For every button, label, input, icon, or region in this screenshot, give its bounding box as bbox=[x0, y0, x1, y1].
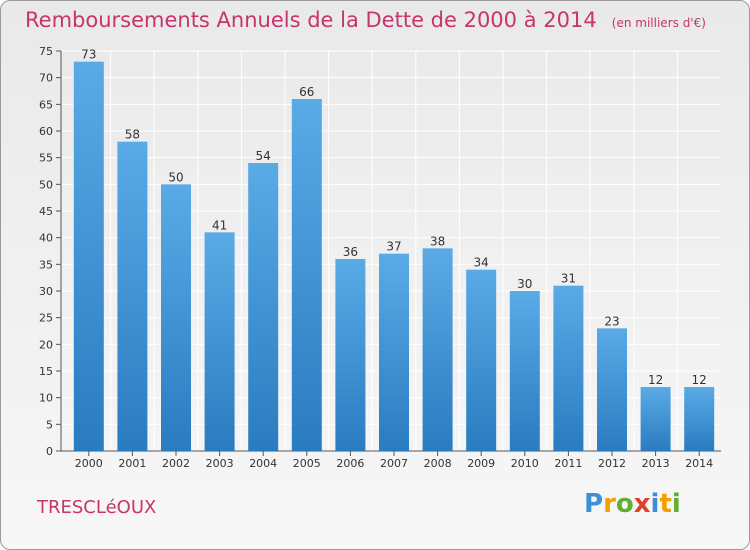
x-tick-label: 2002 bbox=[162, 457, 190, 470]
x-tick-label: 2006 bbox=[336, 457, 364, 470]
value-label: 36 bbox=[343, 245, 358, 259]
y-tick-label: 35 bbox=[39, 258, 53, 271]
value-label: 31 bbox=[561, 272, 576, 286]
y-tick-label: 60 bbox=[39, 125, 53, 138]
value-label: 38 bbox=[430, 234, 445, 248]
bar bbox=[684, 387, 715, 451]
bar bbox=[335, 259, 366, 451]
chart-title: Remboursements Annuels de la Dette de 20… bbox=[25, 8, 706, 32]
y-tick-label: 45 bbox=[39, 205, 53, 218]
value-label: 30 bbox=[517, 277, 532, 291]
chart-title-unit: (en milliers d'€) bbox=[611, 16, 706, 30]
bar bbox=[509, 291, 540, 451]
value-label: 66 bbox=[299, 85, 314, 99]
value-label: 12 bbox=[692, 373, 707, 387]
bar bbox=[291, 99, 322, 451]
logo-letter: P bbox=[584, 489, 604, 519]
x-tick-label: 2011 bbox=[554, 457, 582, 470]
chart-title-main: Remboursements Annuels de la Dette de 20… bbox=[25, 8, 597, 32]
bar bbox=[73, 61, 104, 452]
bars bbox=[73, 61, 715, 452]
value-label: 34 bbox=[474, 256, 489, 270]
bar bbox=[204, 232, 235, 451]
x-tick-label: 2009 bbox=[467, 457, 495, 470]
value-label: 54 bbox=[256, 149, 271, 163]
y-tick-label: 5 bbox=[46, 418, 53, 431]
x-tick-label: 2012 bbox=[598, 457, 626, 470]
x-tick-label: 2013 bbox=[642, 457, 670, 470]
y-tick-label: 30 bbox=[39, 285, 53, 298]
bar bbox=[466, 269, 497, 451]
value-label: 50 bbox=[168, 170, 183, 184]
x-tick-label: 2007 bbox=[380, 457, 408, 470]
bar bbox=[553, 285, 584, 451]
bar bbox=[161, 184, 191, 452]
bar bbox=[640, 387, 671, 451]
axes: 0 5 10 15 20 25 30 35 40 45 50 55 60 65 70 75 2000 2001 20… bbox=[39, 45, 721, 470]
x-tick-label: 2003 bbox=[206, 457, 234, 470]
y-tick-label: 20 bbox=[39, 338, 53, 351]
value-label: 58 bbox=[125, 128, 140, 142]
x-tick-label: 2001 bbox=[118, 457, 146, 470]
logo-letter: x bbox=[633, 489, 651, 519]
value-label: 23 bbox=[604, 314, 619, 328]
y-tick-label: 75 bbox=[39, 45, 53, 58]
commune-name: TRESCLéOUX bbox=[37, 497, 157, 518]
y-tick-label: 40 bbox=[39, 232, 53, 245]
bar bbox=[117, 141, 148, 451]
x-tick-label: 2005 bbox=[293, 457, 321, 470]
logo-letter: o bbox=[615, 489, 634, 519]
logo-letter: i bbox=[671, 489, 681, 519]
logo-letter: r bbox=[603, 489, 616, 519]
bar bbox=[422, 248, 453, 451]
value-label: 12 bbox=[648, 373, 663, 387]
logo-letter: t bbox=[659, 489, 672, 519]
y-tick-label: 65 bbox=[39, 98, 53, 111]
logo-letter: i bbox=[650, 489, 660, 519]
value-label: 73 bbox=[81, 48, 96, 62]
x-tick-label: 2000 bbox=[75, 457, 103, 470]
value-label: 41 bbox=[212, 218, 227, 232]
bar bbox=[248, 163, 279, 451]
y-tick-label: 10 bbox=[39, 392, 53, 405]
x-tick-label: 2004 bbox=[249, 457, 277, 470]
x-tick-label: 2014 bbox=[685, 457, 713, 470]
proxiti-logo[interactable]: Proxiti bbox=[584, 489, 681, 519]
y-tick-label: 70 bbox=[39, 72, 53, 85]
x-tick-label: 2008 bbox=[424, 457, 452, 470]
data-labels: 73 58 50 41 54 66 36 37 38 34 30 31 23 12 12 bbox=[81, 48, 707, 387]
bar bbox=[379, 253, 409, 451]
bar bbox=[597, 328, 627, 451]
y-tick-label: 0 bbox=[46, 445, 53, 458]
y-tick-label: 55 bbox=[39, 152, 53, 165]
y-tick-label: 15 bbox=[39, 365, 53, 378]
y-tick-label: 50 bbox=[39, 178, 53, 191]
value-label: 37 bbox=[386, 240, 401, 254]
x-tick-label: 2010 bbox=[511, 457, 539, 470]
y-tick-label: 25 bbox=[39, 312, 53, 325]
